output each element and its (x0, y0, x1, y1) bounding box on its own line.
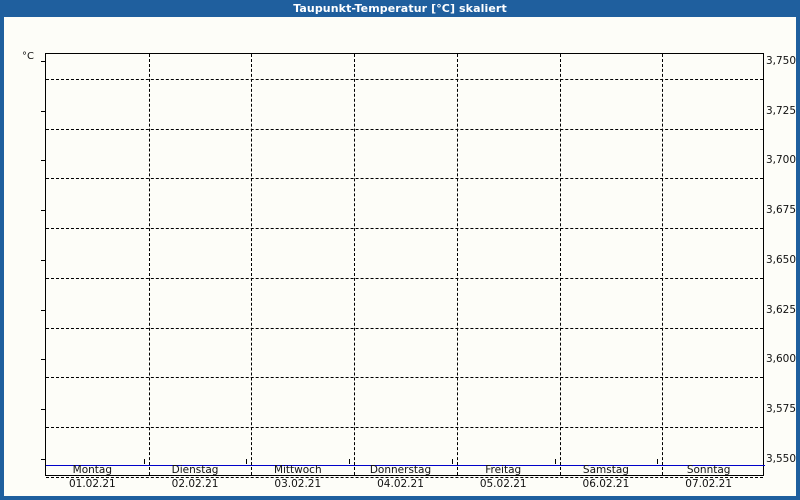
y-axis-tick-label: 3,600 (765, 353, 796, 366)
x-axis-date: 06.02.21 (582, 478, 630, 490)
x-axis-tick-mark (657, 459, 659, 464)
y-axis-tick-mark (41, 309, 46, 311)
y-axis-tick-mark (41, 359, 46, 361)
x-axis-date: 04.02.21 (377, 478, 424, 490)
y-axis-unit-label: °C (22, 51, 34, 62)
y-axis-tick-label: 3,750 (765, 54, 796, 67)
x-axis-label-samstag: Samstag 06.02.21 (583, 463, 630, 491)
gridline-vertical (251, 54, 253, 475)
x-axis-label-montag: Montag 01.02.21 (69, 463, 116, 491)
y-axis-tick-mark (41, 110, 46, 112)
gridline-vertical (559, 54, 561, 475)
gridline-vertical (148, 54, 150, 475)
page-title: Taupunkt-Temperatur [°C] skaliert (293, 2, 507, 15)
x-axis-day-name: Mittwoch (273, 464, 322, 476)
x-axis-day-name: Samstag (582, 464, 629, 476)
gridline-vertical (456, 54, 458, 475)
x-axis-label-donnerstag: Donnerstag 04.02.21 (370, 463, 431, 491)
x-axis-day-name: Dienstag (171, 464, 219, 476)
gridline-horizontal (46, 427, 763, 429)
x-axis-label-mittwoch: Mittwoch 03.02.21 (274, 463, 322, 491)
y-axis-tick-label: 3,675 (765, 204, 796, 217)
y-axis-tick-mark (41, 409, 46, 411)
gridline-horizontal (46, 477, 763, 478)
gridline-horizontal (46, 128, 763, 130)
x-axis-day-name: Sonntag (686, 464, 731, 476)
x-axis-date: 05.02.21 (479, 478, 527, 490)
x-axis-label-dienstag: Dienstag 02.02.21 (172, 463, 219, 491)
x-axis-day-name: Donnerstag (369, 464, 432, 476)
window-title-bar: Taupunkt-Temperatur [°C] skaliert (0, 0, 800, 17)
gridline-vertical (662, 54, 664, 475)
x-axis-tick-mark (349, 459, 351, 464)
y-axis-tick-label: 3,625 (765, 303, 796, 316)
x-axis-day-name: Montag (72, 464, 113, 476)
x-axis-tick-mark (554, 459, 556, 464)
y-axis-tick-mark (41, 210, 46, 212)
y-axis-tick-mark (41, 60, 46, 62)
gridline-vertical (354, 54, 356, 475)
y-axis-tick-mark (41, 259, 46, 261)
gridline-horizontal (46, 78, 763, 80)
y-axis-tick-mark (41, 459, 46, 460)
gridline-horizontal (46, 178, 763, 180)
gridline-horizontal (46, 228, 763, 230)
x-axis-tick-mark (451, 459, 453, 464)
y-axis-tick-label: 3,550 (765, 453, 796, 465)
gridline-horizontal (46, 377, 763, 379)
x-axis-tick-mark (246, 459, 248, 464)
x-axis-day-name: Freitag (485, 464, 522, 476)
x-axis-date: 07.02.21 (685, 478, 733, 490)
series-line-taupunkt-temperatur (46, 465, 765, 467)
plot-area (45, 53, 765, 478)
x-axis-label-sonntag: Sonntag 07.02.21 (685, 463, 732, 491)
gridline-horizontal (46, 327, 763, 329)
x-axis-date: 01.02.21 (68, 478, 116, 490)
y-axis-tick-label: 3,725 (765, 104, 796, 117)
y-axis-tick-label: 3,650 (765, 253, 796, 266)
y-axis-tick-label: 3,700 (765, 154, 796, 167)
x-axis-date: 02.02.21 (171, 478, 219, 490)
x-axis-label-freitag: Freitag 05.02.21 (480, 463, 527, 491)
y-axis-tick-label: 3,575 (765, 403, 796, 416)
gridline-horizontal (46, 277, 763, 279)
y-axis-tick-mark (41, 160, 46, 162)
x-axis-date: 03.02.21 (274, 478, 322, 490)
x-axis-tick-mark (143, 459, 145, 464)
chart-canvas: °C 3,750 3,725 3,700 3,675 3,650 3,625 3,600 3,… (4, 17, 796, 496)
